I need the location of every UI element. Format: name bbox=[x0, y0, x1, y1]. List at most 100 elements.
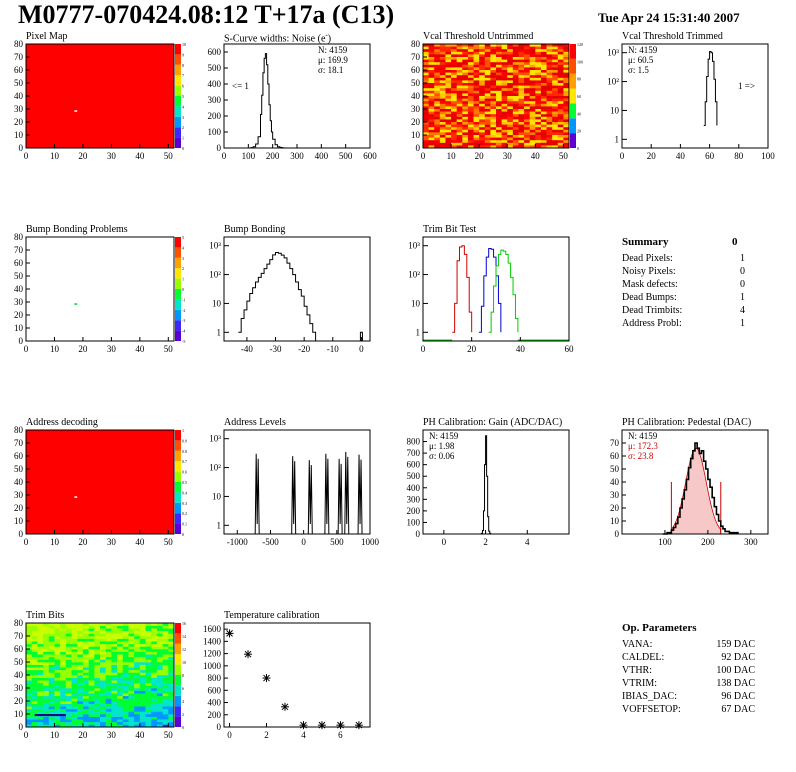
x-tick-label: 10 bbox=[50, 344, 60, 354]
heatmap-cell bbox=[439, 59, 446, 63]
heatmap-cell bbox=[60, 646, 67, 650]
heatmap-cell bbox=[456, 103, 463, 107]
heatmap-cell bbox=[100, 664, 106, 668]
heatmap-cell bbox=[529, 127, 536, 131]
peak bbox=[344, 451, 350, 535]
heatmap-cell bbox=[557, 57, 564, 60]
heatmap-cell bbox=[524, 114, 530, 118]
x-tick-label: 40 bbox=[135, 344, 145, 354]
heatmap-cell bbox=[122, 638, 129, 642]
heatmap-cell bbox=[423, 49, 429, 53]
heatmap-cell bbox=[535, 80, 542, 84]
heatmap-cell bbox=[462, 142, 469, 146]
heatmap-cell bbox=[490, 142, 497, 146]
heatmap-cell bbox=[423, 83, 429, 86]
heatmap-cell bbox=[151, 667, 158, 671]
heatmap-cell bbox=[484, 51, 491, 55]
heatmap-cell bbox=[484, 44, 491, 47]
heatmap-cell bbox=[462, 90, 469, 94]
heatmap-cell bbox=[439, 116, 446, 120]
heatmap-cell bbox=[26, 625, 32, 629]
heatmap-cell bbox=[552, 85, 559, 89]
heatmap-cell bbox=[151, 662, 158, 665]
heatmap-cell bbox=[60, 688, 67, 691]
heatmap-cell bbox=[128, 682, 135, 686]
heatmap-cell bbox=[467, 122, 474, 125]
heatmap-cell bbox=[111, 688, 118, 691]
heatmap-cell bbox=[507, 137, 514, 141]
heatmap-cell bbox=[100, 708, 106, 712]
heatmap-cell bbox=[156, 690, 163, 694]
y-tick-label: 60 bbox=[14, 451, 24, 461]
heatmap-cell bbox=[557, 72, 564, 76]
heatmap-cell bbox=[168, 688, 175, 691]
heatmap-cell bbox=[434, 62, 441, 66]
heatmap-cell bbox=[65, 682, 72, 686]
heatmap-cell bbox=[162, 656, 169, 660]
y-tick-label: 40 bbox=[610, 477, 620, 487]
heatmap-cell bbox=[473, 83, 480, 86]
heatmap-cell bbox=[26, 672, 32, 676]
heatmap-cell bbox=[540, 80, 547, 84]
heatmap-cell bbox=[31, 633, 38, 637]
heatmap-cell bbox=[546, 127, 553, 131]
heatmap-cell bbox=[434, 67, 441, 71]
heatmap-cell bbox=[168, 719, 175, 723]
heatmap-cell bbox=[60, 690, 67, 694]
x-tick-label: 40 bbox=[135, 537, 145, 547]
heatmap-cell bbox=[162, 651, 169, 655]
heatmap-cell bbox=[100, 646, 106, 650]
heatmap-cell bbox=[529, 85, 536, 89]
heatmap-cell bbox=[490, 140, 497, 144]
x-tick-label: 200 bbox=[701, 537, 715, 547]
heatmap-cell bbox=[428, 137, 435, 141]
heatmap-cell bbox=[552, 49, 559, 53]
heatmap-cell bbox=[439, 77, 446, 81]
colorbar-cell bbox=[175, 461, 181, 472]
heatmap-cell bbox=[540, 67, 547, 71]
y-tick-label: 10 bbox=[14, 323, 24, 333]
heatmap-cell bbox=[37, 706, 44, 710]
heatmap-cell bbox=[77, 649, 84, 652]
heatmap-cell bbox=[134, 693, 141, 697]
heatmap-cell bbox=[496, 75, 502, 79]
heatmap-cell bbox=[529, 98, 536, 102]
heatmap-cell bbox=[496, 85, 502, 89]
heatmap-cell bbox=[467, 67, 474, 71]
summary-value: 1 bbox=[740, 318, 745, 329]
heatmap-cell bbox=[496, 101, 502, 105]
heatmap-cell bbox=[535, 106, 542, 110]
heatmap-cell bbox=[540, 124, 547, 128]
heatmap-cell bbox=[546, 116, 553, 120]
heatmap-cell bbox=[65, 636, 72, 639]
heatmap-cell bbox=[451, 88, 457, 92]
x-tick-label: 40 bbox=[676, 151, 686, 161]
heatmap-cell bbox=[535, 111, 542, 115]
heatmap-cell bbox=[439, 127, 446, 131]
heatmap-cell bbox=[105, 708, 112, 712]
heatmap-cell bbox=[467, 80, 474, 84]
heatmap-cell bbox=[540, 129, 547, 133]
heatmap-cell bbox=[117, 659, 124, 663]
y-tick-label: 10³ bbox=[408, 241, 420, 251]
heatmap-cell bbox=[82, 633, 89, 637]
heatmap-cell bbox=[100, 701, 106, 704]
heatmap-cell bbox=[479, 119, 486, 123]
heatmap-cell bbox=[557, 46, 564, 50]
heatmap-cell bbox=[156, 708, 163, 712]
heatmap-cell bbox=[54, 677, 61, 681]
heatmap-cell bbox=[473, 135, 480, 138]
x-tick-label: 20 bbox=[475, 151, 485, 161]
heatmap-cell bbox=[496, 135, 502, 138]
heatmap-cell bbox=[507, 98, 514, 102]
heatmap-cell bbox=[467, 77, 474, 81]
heatmap-cell bbox=[524, 129, 530, 133]
y-tick-label: 0 bbox=[217, 143, 222, 153]
heatmap-cell bbox=[456, 119, 463, 123]
heatmap-cell bbox=[557, 142, 564, 146]
heatmap-cell bbox=[428, 75, 435, 79]
heatmap-cell bbox=[473, 106, 480, 110]
heatmap-cell bbox=[462, 98, 469, 102]
heatmap-cell bbox=[145, 625, 152, 629]
heatmap-cell bbox=[540, 83, 547, 86]
